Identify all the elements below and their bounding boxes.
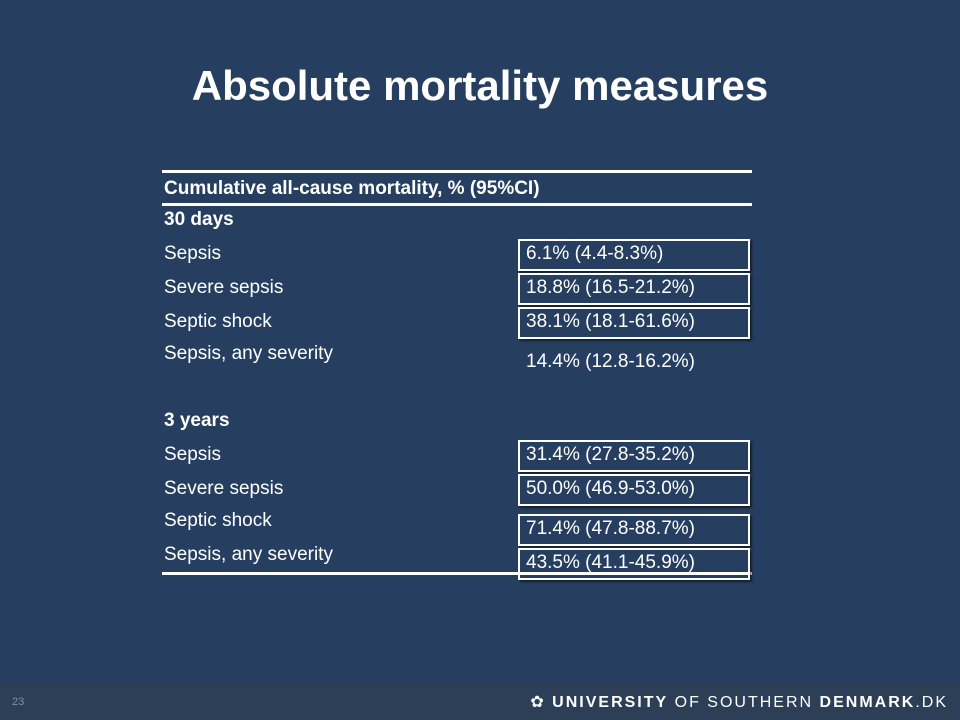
value-box [518, 514, 750, 546]
row-value: 31.4% (27.8-35.2%) [526, 444, 695, 465]
value-box [518, 548, 750, 580]
value-box [518, 273, 750, 305]
row-label: Septic shock [164, 311, 272, 332]
row-value: 71.4% (47.8-88.7%) [526, 518, 695, 539]
section-label: 3 years [164, 410, 230, 431]
row-value: 43.5% (41.1-45.9%) [526, 552, 695, 573]
row-value: 18.8% (16.5-21.2%) [526, 277, 695, 298]
row-label: Severe sepsis [164, 478, 284, 499]
row-label: Sepsis, any severity [164, 343, 333, 364]
slide-title: Absolute mortality measures [191, 62, 769, 109]
logo-text: UNIVERSITY [552, 694, 669, 711]
row-label: Septic shock [164, 510, 272, 531]
row-label: Sepsis, any severity [164, 544, 333, 565]
logo-text: DENMARK [819, 694, 916, 711]
footer: 23 ✿ UNIVERSITY OF SOUTHERN DENMARK.DK [0, 684, 960, 720]
row-value: 6.1% (4.4-8.3%) [526, 243, 664, 264]
value-box [518, 239, 750, 271]
rule [162, 203, 752, 206]
rule [162, 572, 752, 575]
row-label: Severe sepsis [164, 277, 284, 298]
section-label: 30 days [164, 209, 234, 230]
row-value: 50.0% (46.9-53.0%) [526, 478, 695, 499]
row-value: 38.1% (18.1-61.6%) [526, 311, 695, 332]
row-label: Sepsis [164, 444, 222, 465]
logo: ✿ UNIVERSITY OF SOUTHERN DENMARK.DK [530, 694, 948, 711]
logo-text: OF SOUTHERN [674, 694, 814, 711]
row-value: 14.4% (12.8-16.2%) [526, 351, 695, 372]
value-box [518, 440, 750, 472]
table-header: Cumulative all-cause mortality, % (95%CI… [164, 178, 540, 199]
value-box [518, 474, 750, 506]
rule [162, 170, 752, 173]
page-number: 23 [12, 696, 25, 708]
logo-text: .DK [915, 694, 948, 711]
row-label: Sepsis [164, 243, 222, 264]
value-box [518, 307, 750, 339]
